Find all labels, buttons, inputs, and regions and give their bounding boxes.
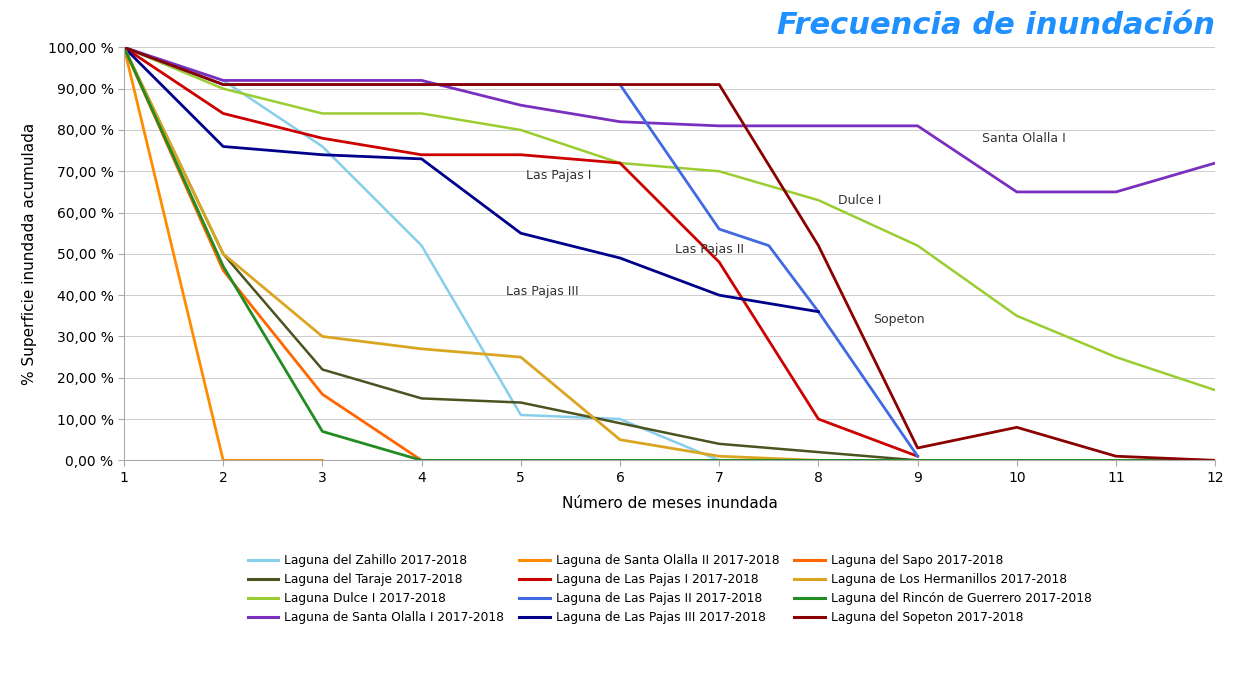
Text: Sopeton: Sopeton	[873, 313, 925, 326]
Text: Las Pajas II: Las Pajas II	[675, 243, 744, 257]
Text: Dulce I: Dulce I	[838, 194, 882, 206]
Text: Frecuencia de inundación: Frecuencia de inundación	[777, 11, 1215, 39]
Text: Las Pajas III: Las Pajas III	[506, 284, 579, 298]
Text: Santa Olalla I: Santa Olalla I	[982, 132, 1066, 145]
Text: Las Pajas I: Las Pajas I	[526, 169, 591, 182]
Y-axis label: % Superficie inundada acumulada: % Superficie inundada acumulada	[22, 123, 37, 385]
X-axis label: Número de meses inundada: Número de meses inundada	[562, 496, 777, 511]
Legend: Laguna del Zahillo 2017-2018, Laguna del Taraje 2017-2018, Laguna Dulce I 2017-2: Laguna del Zahillo 2017-2018, Laguna del…	[243, 549, 1096, 629]
